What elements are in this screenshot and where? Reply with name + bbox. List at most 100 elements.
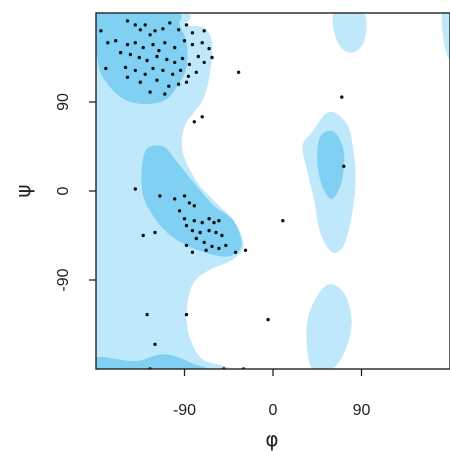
data-point (243, 248, 248, 252)
data-point (167, 84, 171, 88)
y-tick-label: 90 (55, 93, 72, 111)
data-point (198, 230, 202, 235)
data-point (194, 70, 198, 75)
y-axis-title: ψ (11, 184, 35, 197)
data-point (204, 248, 208, 252)
data-point (184, 80, 189, 84)
data-point (143, 23, 147, 27)
data-point (281, 219, 285, 223)
data-point (192, 120, 196, 124)
data-point (196, 54, 200, 59)
data-point (182, 39, 187, 43)
data-point (184, 312, 189, 317)
data-point (106, 41, 110, 45)
data-point (125, 19, 130, 23)
data-point (173, 45, 177, 50)
data-point (138, 80, 142, 84)
favoured-region-4 (96, 354, 207, 369)
data-point (137, 55, 141, 60)
data-point (161, 68, 165, 73)
favoured-region-3 (317, 130, 345, 199)
favoured-region-2 (141, 145, 242, 257)
data-point (182, 194, 187, 198)
data-point (153, 342, 157, 346)
data-point (236, 70, 241, 75)
data-point (194, 236, 198, 241)
data-point (340, 95, 344, 99)
data-point (176, 28, 181, 32)
y-axis: 90 0 -90 (55, 93, 96, 292)
x-axis: -90 0 90 (173, 369, 371, 419)
x-axis-title: φ (265, 427, 278, 451)
data-point (141, 45, 145, 50)
data-point (128, 52, 133, 57)
favoured-regions (96, 13, 345, 369)
data-point (190, 42, 195, 47)
data-point (217, 219, 221, 223)
data-point (163, 92, 167, 96)
data-point (177, 209, 182, 213)
allowed-region-5 (441, 13, 450, 59)
data-point (133, 41, 137, 45)
data-point (123, 65, 128, 70)
data-point (176, 82, 181, 86)
data-point (266, 317, 270, 322)
data-points (99, 19, 346, 369)
data-point (190, 31, 195, 35)
data-point (202, 29, 206, 33)
data-point (220, 233, 224, 238)
data-point (200, 41, 204, 45)
data-point (212, 220, 216, 225)
data-point (155, 54, 159, 59)
data-point (184, 223, 189, 228)
allowed-region-4 (332, 13, 367, 53)
data-point (171, 72, 175, 77)
data-point (99, 29, 103, 33)
data-point (151, 42, 155, 47)
data-point (182, 217, 187, 221)
data-point (217, 246, 221, 251)
data-point (224, 243, 228, 248)
data-point (207, 217, 211, 221)
data-point (158, 194, 162, 198)
data-point (187, 62, 192, 67)
data-point (202, 240, 206, 245)
data-point (163, 41, 167, 45)
x-tick-label: -90 (173, 402, 196, 419)
data-point (141, 233, 145, 238)
data-point (184, 243, 189, 248)
data-point (233, 250, 238, 254)
data-point (168, 21, 172, 25)
data-point (173, 60, 177, 65)
data-point (190, 250, 195, 254)
data-point (184, 23, 189, 27)
y-tick-label: 0 (55, 186, 72, 195)
data-point (214, 230, 218, 235)
data-point (342, 164, 346, 168)
data-point (200, 220, 204, 225)
data-point (145, 312, 149, 317)
data-point (180, 56, 185, 61)
data-point (161, 27, 165, 31)
data-point (148, 90, 152, 94)
data-point (157, 48, 161, 53)
data-point (148, 33, 152, 37)
data-point (192, 219, 196, 223)
data-point (178, 68, 183, 73)
data-point (145, 58, 149, 63)
x-tick-label: 0 (269, 402, 278, 419)
data-point (133, 187, 137, 191)
data-point (187, 201, 192, 205)
data-point (125, 42, 130, 47)
x-tick-label: 90 (353, 402, 371, 419)
data-point (200, 115, 204, 119)
data-point (153, 29, 157, 33)
data-point (138, 28, 142, 32)
data-point (133, 68, 137, 73)
data-point (153, 230, 157, 235)
data-point (133, 23, 137, 27)
y-tick-label: -90 (55, 268, 72, 291)
data-point (118, 50, 123, 55)
data-point (114, 39, 118, 43)
